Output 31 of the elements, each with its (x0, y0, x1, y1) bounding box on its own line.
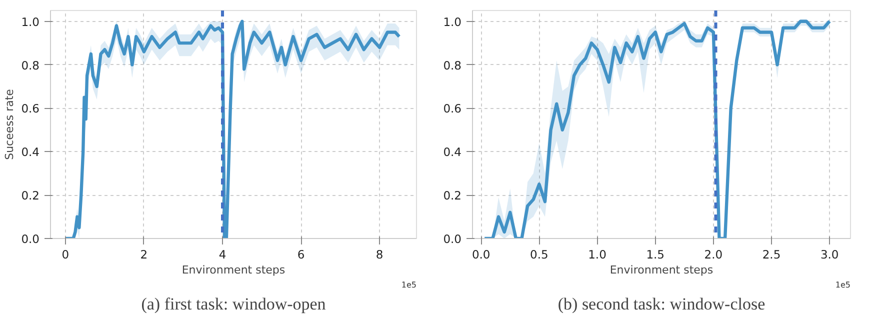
y-tick-label: 0.8 (21, 58, 40, 72)
x-tick-label: 1.0 (588, 248, 606, 262)
x-tick-label: 2.5 (762, 248, 781, 262)
x-tick-label: 0 (62, 248, 70, 262)
x-tick-label: 8 (376, 248, 384, 262)
x-tick-label: 6 (297, 248, 305, 262)
x-tick-label: 1.5 (646, 248, 664, 262)
x-tick-label: 0.5 (530, 248, 548, 262)
text: 1e5 (835, 280, 851, 290)
x-tick-label: 3.0 (820, 248, 839, 262)
y-tick-label: 0.4 (21, 145, 40, 160)
y-tick-label: 0.0 (443, 232, 462, 246)
y-axis-title: Suceess rate (3, 88, 16, 160)
y-tick-label: 0.4 (443, 145, 462, 160)
y-tick-label: 0.0 (21, 232, 40, 246)
x-axis-title: Environment steps (610, 264, 714, 276)
y-tick-label: 0.8 (443, 58, 462, 72)
y-tick-label: 1.0 (443, 14, 462, 29)
text: 1e5 (401, 280, 417, 290)
x-tick-label: 0.0 (472, 248, 490, 262)
x-axis-title: Environment steps (182, 264, 286, 276)
text: (a) first task: window-open (141, 294, 326, 314)
y-tick-label: 0.6 (443, 102, 462, 116)
x-tick-label: 4 (218, 248, 226, 262)
x-tick-label: 2.0 (704, 248, 723, 262)
y-tick-label: 0.2 (21, 188, 40, 203)
text: (b) second task: window-close (558, 294, 766, 314)
y-tick-label: 1.0 (21, 14, 40, 29)
y-tick-label: 0.2 (443, 188, 462, 203)
y-tick-label: 0.6 (21, 102, 40, 116)
x-tick-label: 2 (140, 248, 148, 262)
